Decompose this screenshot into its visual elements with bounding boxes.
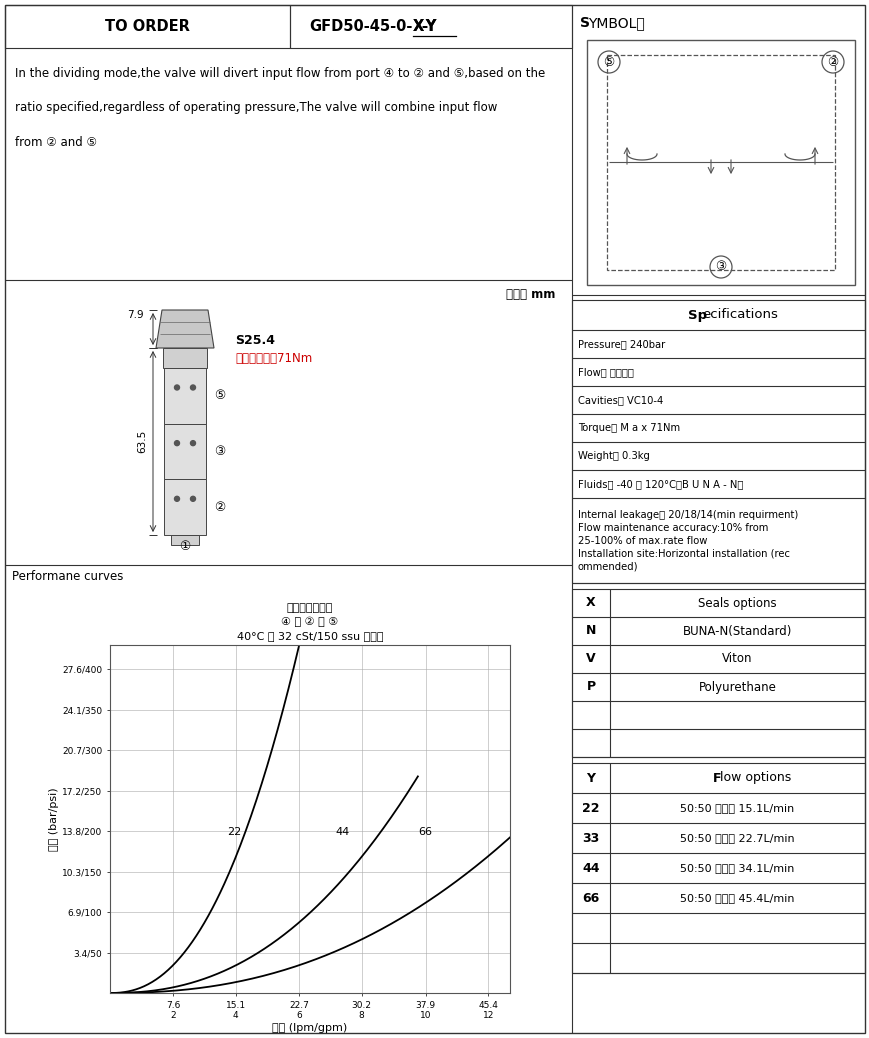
Text: Sp: Sp: [687, 308, 706, 322]
Text: 44: 44: [335, 827, 348, 838]
Bar: [163, 348, 207, 368]
Text: ②: ②: [826, 55, 838, 69]
Text: 66: 66: [581, 892, 599, 904]
Text: S25.4: S25.4: [235, 333, 275, 347]
Text: Torque： M a x 71Nm: Torque： M a x 71Nm: [577, 424, 680, 433]
Polygon shape: [156, 310, 214, 348]
Text: ③: ③: [714, 261, 726, 273]
Text: V: V: [586, 653, 595, 665]
Text: 单位： mm: 单位： mm: [505, 289, 554, 301]
Text: 44: 44: [581, 862, 599, 874]
Text: Performane curves: Performane curves: [12, 571, 123, 583]
Text: Cavities： VC10-4: Cavities： VC10-4: [577, 395, 662, 405]
Text: F: F: [712, 771, 720, 785]
Text: Seals options: Seals options: [698, 597, 776, 609]
Text: X: X: [586, 597, 595, 609]
Bar: [571, 763, 864, 973]
Bar: [571, 589, 864, 757]
Text: ①: ①: [179, 541, 190, 553]
Text: P: P: [586, 681, 595, 693]
Text: Fluids： -40 ～ 120°C（B U N A - N）: Fluids： -40 ～ 120°C（B U N A - N）: [577, 479, 742, 489]
Circle shape: [175, 441, 179, 445]
Circle shape: [190, 441, 196, 445]
Text: Internal leakage： 20/18/14(min requirment)
Flow maintenance accuracy:10% from
25: Internal leakage： 20/18/14(min requirmen…: [577, 510, 798, 571]
Circle shape: [190, 496, 196, 501]
Text: 66: 66: [418, 827, 432, 838]
Text: X-Y: X-Y: [413, 19, 437, 34]
Text: ratio specified,regardless of operating pressure,The valve will combine input fl: ratio specified,regardless of operating …: [15, 102, 497, 114]
Text: 50:50 在输入 34.1L/min: 50:50 在输入 34.1L/min: [680, 863, 793, 873]
Bar: [587, 40, 854, 285]
Text: Viton: Viton: [721, 653, 752, 665]
Y-axis label: 压降 (bar/psi): 压降 (bar/psi): [50, 787, 59, 851]
Text: ②: ②: [214, 500, 225, 514]
Text: ③: ③: [214, 445, 225, 458]
Text: YMBOL：: YMBOL：: [587, 16, 644, 30]
Bar: [164, 480, 206, 535]
Text: Weight： 0.3kg: Weight： 0.3kg: [577, 450, 649, 461]
Text: 33: 33: [581, 831, 599, 845]
Text: 7.9: 7.9: [127, 310, 143, 320]
Text: Pressure： 240bar: Pressure： 240bar: [577, 339, 665, 349]
Bar: [164, 368, 206, 424]
Bar: [5, 5, 289, 48]
Text: Flow： 见性能图: Flow： 见性能图: [577, 367, 634, 377]
Text: ⑤: ⑤: [603, 55, 614, 69]
Bar: [607, 55, 834, 270]
Text: GFD50-45-0-: GFD50-45-0-: [309, 19, 413, 34]
Bar: [164, 424, 206, 480]
Text: 50:50 在输入 45.4L/min: 50:50 在输入 45.4L/min: [680, 893, 794, 903]
Text: 22: 22: [581, 801, 599, 815]
Text: ⑤: ⑤: [214, 389, 225, 403]
Text: 22: 22: [227, 827, 241, 838]
Text: N: N: [585, 625, 595, 637]
Circle shape: [175, 496, 179, 501]
Text: X-Y: X-Y: [413, 19, 437, 34]
Text: TO ORDER: TO ORDER: [105, 19, 189, 34]
Text: from ② and ⑤: from ② and ⑤: [15, 137, 96, 149]
Title: 压降与进油流量
④ 到 ② 和 ⑤
40°C 时 32 cSt/150 ssu 的油液: 压降与进油流量 ④ 到 ② 和 ⑤ 40°C 时 32 cSt/150 ssu …: [236, 603, 383, 641]
Text: 63.5: 63.5: [136, 430, 147, 454]
Text: 最大安装力矢71Nm: 最大安装力矢71Nm: [235, 352, 312, 364]
Text: 50:50 在输入 15.1L/min: 50:50 在输入 15.1L/min: [680, 803, 793, 813]
Text: Y: Y: [586, 771, 594, 785]
Text: low options: low options: [720, 771, 791, 785]
Text: 50:50 在输入 22.7L/min: 50:50 在输入 22.7L/min: [680, 834, 794, 843]
X-axis label: 流量 (lpm/gpm): 流量 (lpm/gpm): [272, 1022, 348, 1033]
Circle shape: [190, 385, 196, 390]
Bar: [171, 535, 199, 545]
Text: BUNA-N(Standard): BUNA-N(Standard): [682, 625, 792, 637]
Bar: [571, 300, 864, 583]
Bar: [289, 5, 571, 48]
Text: S: S: [580, 16, 589, 30]
Text: ecifications: ecifications: [701, 308, 778, 322]
Text: Polyurethane: Polyurethane: [698, 681, 775, 693]
Text: In the dividing mode,the valve will divert input flow from port ④ to ② and ⑤,bas: In the dividing mode,the valve will dive…: [15, 66, 545, 80]
Circle shape: [175, 385, 179, 390]
